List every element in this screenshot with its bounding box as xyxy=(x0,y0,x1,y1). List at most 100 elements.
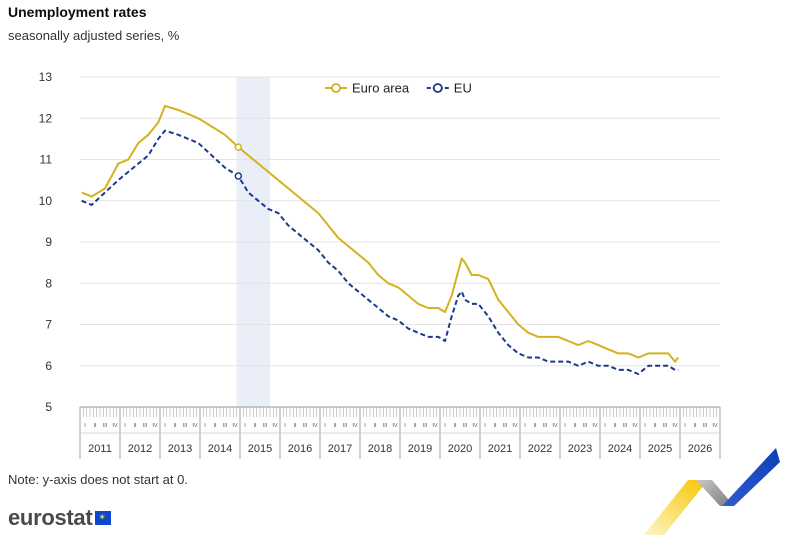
year-label: 2024 xyxy=(608,443,632,455)
hover-marker[interactable] xyxy=(234,143,243,151)
quarter-label: IV xyxy=(192,423,198,429)
quarter-label: III xyxy=(623,423,628,429)
legend-swatch-marker xyxy=(432,83,443,93)
quarter-label: I xyxy=(604,423,606,429)
quarter-label: III xyxy=(423,423,428,429)
quarter-label: II xyxy=(333,423,337,429)
y-tick-label: 13 xyxy=(39,70,53,84)
quarter-label: II xyxy=(493,423,497,429)
quarter-label: I xyxy=(164,423,166,429)
quarter-label: I xyxy=(564,423,566,429)
quarter-label: III xyxy=(383,423,388,429)
year-label: 2013 xyxy=(168,443,192,455)
quarter-label: III xyxy=(263,423,268,429)
quarter-label: I xyxy=(644,423,646,429)
quarter-label: IV xyxy=(712,423,718,429)
footnote: Note: y-axis does not start at 0. xyxy=(8,472,188,487)
quarter-label: I xyxy=(84,423,86,429)
quarter-label: IV xyxy=(312,423,318,429)
y-tick-label: 11 xyxy=(40,153,53,167)
eurostat-logo[interactable]: eurostat xyxy=(8,505,112,531)
quarter-label: III xyxy=(143,423,148,429)
quarter-label: III xyxy=(583,423,588,429)
quarter-label: IV xyxy=(352,423,358,429)
quarter-label: III xyxy=(103,423,108,429)
quarter-label: I xyxy=(444,423,446,429)
hover-marker[interactable] xyxy=(234,172,243,180)
quarter-label: II xyxy=(613,423,617,429)
year-label: 2015 xyxy=(248,443,272,455)
quarter-label: IV xyxy=(512,423,518,429)
legend-swatch-marker xyxy=(331,83,341,93)
quarter-label: II xyxy=(573,423,577,429)
quarter-label: IV xyxy=(112,423,118,429)
chart-subtitle: seasonally adjusted series, % xyxy=(8,28,180,43)
quarter-label: I xyxy=(324,423,326,429)
quarter-label: I xyxy=(124,423,126,429)
quarter-label: III xyxy=(703,423,708,429)
quarter-label: III xyxy=(223,423,228,429)
legend-label: Euro area xyxy=(352,81,410,96)
year-label: 2017 xyxy=(328,443,352,455)
year-label: 2025 xyxy=(648,443,672,455)
y-tick-label: 10 xyxy=(39,194,53,208)
quarter-label: I xyxy=(284,423,286,429)
y-tick-label: 7 xyxy=(45,318,52,332)
quarter-label: II xyxy=(173,423,177,429)
year-label: 2019 xyxy=(408,443,432,455)
quarter-label: II xyxy=(533,423,537,429)
quarter-label: II xyxy=(133,423,137,429)
y-tick-label: 6 xyxy=(45,359,52,373)
quarter-label: IV xyxy=(552,423,558,429)
quarter-label: IV xyxy=(472,423,478,429)
quarter-label: III xyxy=(463,423,468,429)
quarter-label: IV xyxy=(672,423,678,429)
quarter-label: II xyxy=(213,423,217,429)
year-label: 2018 xyxy=(368,443,392,455)
series-line-euro-area[interactable] xyxy=(81,104,680,363)
y-tick-label: 8 xyxy=(45,276,52,290)
year-label: 2022 xyxy=(528,443,552,455)
quarter-label: II xyxy=(693,423,697,429)
quarter-label: I xyxy=(684,423,686,429)
quarter-label: IV xyxy=(152,423,158,429)
decorative-chevron-graphic xyxy=(644,448,780,535)
quarter-label: IV xyxy=(432,423,438,429)
chevron-grey xyxy=(696,480,734,506)
y-tick-label: 5 xyxy=(45,400,52,414)
quarter-label: III xyxy=(303,423,308,429)
quarter-label: IV xyxy=(392,423,398,429)
quarter-label: II xyxy=(253,423,257,429)
quarter-label: IV xyxy=(272,423,278,429)
year-label: 2012 xyxy=(128,443,152,455)
quarter-label: II xyxy=(453,423,457,429)
quarter-label: I xyxy=(364,423,366,429)
quarter-label: IV xyxy=(232,423,238,429)
quarter-label: I xyxy=(244,423,246,429)
chart-title: Unemployment rates xyxy=(8,4,147,20)
quarter-label: IV xyxy=(632,423,638,429)
chevron-yellow xyxy=(644,480,708,535)
quarter-label: III xyxy=(503,423,508,429)
series-line-eu[interactable] xyxy=(81,129,679,375)
quarter-label: II xyxy=(653,423,657,429)
quarter-label: I xyxy=(484,423,486,429)
quarter-label: I xyxy=(404,423,406,429)
quarter-label: II xyxy=(293,423,297,429)
legend-item-euro-area[interactable]: Euro area xyxy=(325,81,410,96)
eurostat-wordmark: eurostat xyxy=(8,505,93,530)
quarter-label: III xyxy=(663,423,668,429)
legend-label: EU xyxy=(454,81,472,96)
legend-item-eu[interactable]: EU xyxy=(426,81,472,96)
quarter-label: IV xyxy=(592,423,598,429)
quarter-label: III xyxy=(343,423,348,429)
year-label: 2021 xyxy=(488,443,512,455)
chevron-blue xyxy=(722,448,780,506)
quarter-label: III xyxy=(543,423,548,429)
y-tick-label: 12 xyxy=(39,111,53,125)
year-label: 2016 xyxy=(288,443,312,455)
year-label: 2026 xyxy=(688,443,712,455)
eu-flag-icon xyxy=(95,511,112,525)
year-label: 2020 xyxy=(448,443,472,455)
